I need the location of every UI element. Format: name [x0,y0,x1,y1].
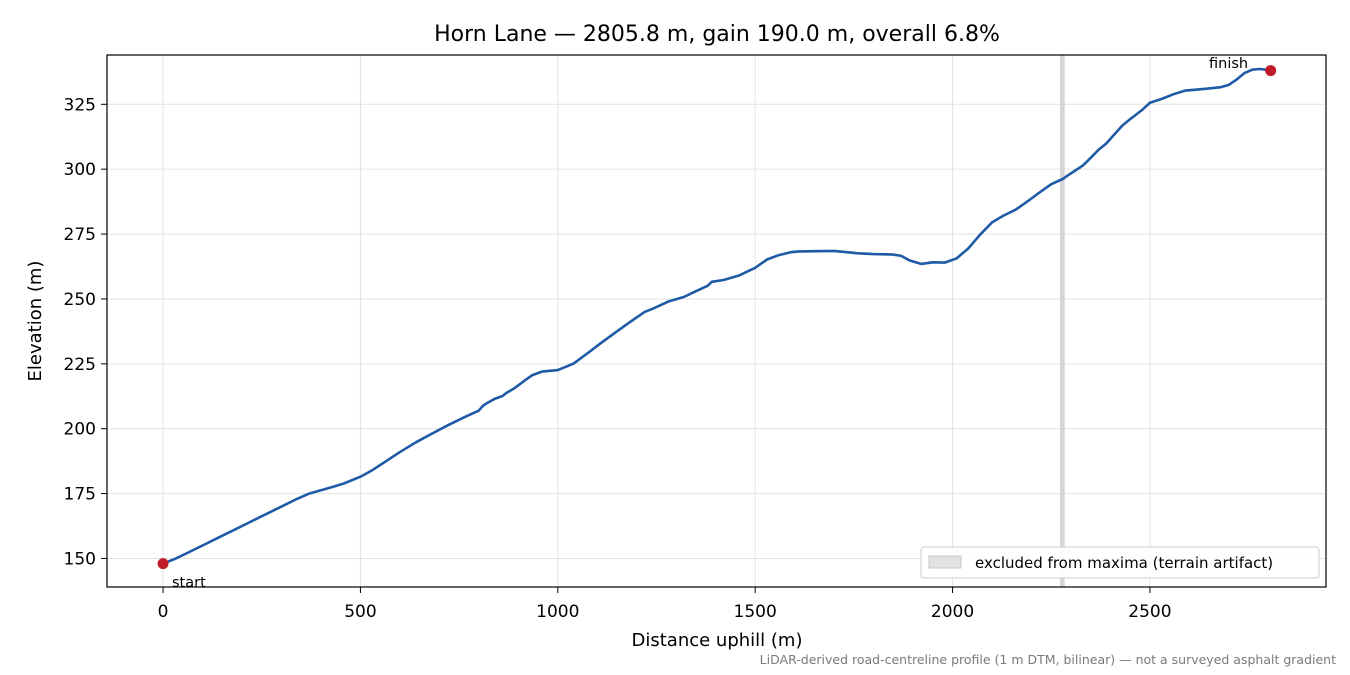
y-tick-label: 275 [64,225,96,245]
y-tick-label: 225 [64,355,96,375]
legend-frame [920,546,1320,579]
footnote: LiDAR-derived road-centreline profile (1… [760,652,1336,667]
y-tick-label: 300 [64,160,96,180]
x-tick-label: 2000 [931,602,974,622]
plot-area-frame [106,54,1327,588]
x-axis-ticks: 0 500 1000 1500 2000 2500 [158,587,1172,622]
y-tick-label: 150 [64,549,96,569]
x-tick-label: 2500 [1128,602,1171,622]
start-annotation: start [172,575,206,591]
finish-annotation: finish [1209,56,1248,72]
y-tick-label: 200 [64,420,96,440]
finish-point-marker [1265,65,1277,77]
legend-swatch [928,555,962,569]
y-tick-label: 175 [64,485,96,505]
chart-title: Horn Lane — 2805.8 m, gain 190.0 m, over… [434,22,1000,47]
x-tick-label: 1500 [734,602,777,622]
y-axis-ticks: 150 175 200 225 250 275 300 325 [64,95,107,569]
legend-label: excluded from maxima (terrain artifact) [975,554,1273,572]
x-axis-label: Distance uphill (m) [632,630,803,651]
elevation-profile-line [161,67,1272,565]
y-axis-label: Elevation (m) [25,261,46,382]
x-tick-label: 500 [344,602,376,622]
y-tick-label: 250 [64,290,96,310]
excluded-terrain-artifact-band [1059,55,1065,587]
y-tick-label: 325 [64,95,96,115]
x-tick-label: 0 [158,602,169,622]
x-tick-label: 1000 [536,602,579,622]
legend: excluded from maxima (terrain artifact) [920,546,1320,579]
start-point-marker [157,558,169,570]
